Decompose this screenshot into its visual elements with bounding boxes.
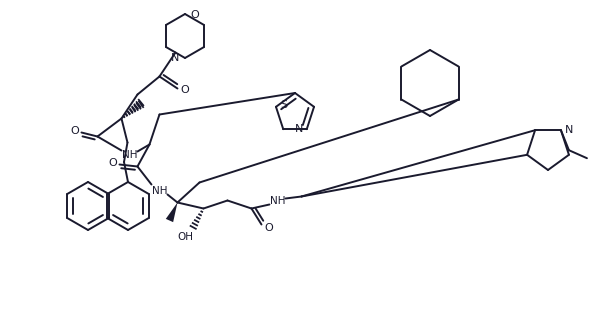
Text: OH: OH xyxy=(178,231,193,242)
Text: NH: NH xyxy=(152,185,167,196)
Text: N: N xyxy=(171,53,179,63)
Text: O: O xyxy=(70,125,79,135)
Text: O: O xyxy=(180,84,189,94)
Polygon shape xyxy=(166,203,178,222)
Text: NH: NH xyxy=(270,196,285,206)
Text: NH: NH xyxy=(122,150,137,160)
Text: N: N xyxy=(294,124,303,134)
Text: O: O xyxy=(108,158,117,167)
Text: S: S xyxy=(280,100,288,110)
Text: O: O xyxy=(264,222,273,232)
Text: N: N xyxy=(565,125,573,135)
Text: O: O xyxy=(190,10,199,20)
